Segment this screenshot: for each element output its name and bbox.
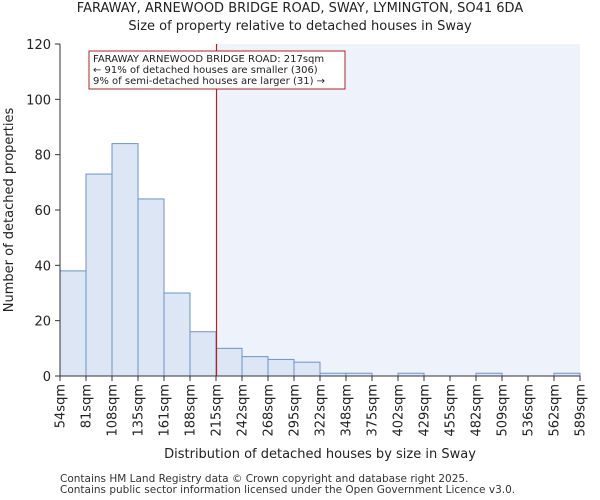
bar-215sqm — [215, 347, 243, 377]
x-tick-label: 402sqm — [392, 384, 407, 437]
x-tick-label: 482sqm — [470, 384, 485, 437]
x-tick-label: 268sqm — [262, 384, 277, 437]
annotation-box: FARAWAY ARNEWOOD BRIDGE ROAD: 217sqm ← 9… — [88, 50, 346, 90]
bar-81sqm — [85, 173, 113, 377]
annotation-line-3: 9% of semi-detached houses are larger (3… — [93, 76, 325, 87]
x-tick-label: 509sqm — [496, 384, 511, 437]
y-tick-label: 80 — [34, 149, 51, 164]
chart-subtitle: Size of property relative to detached ho… — [128, 19, 472, 34]
annotation-line-1: FARAWAY ARNEWOOD BRIDGE ROAD: 217sqm — [93, 54, 324, 65]
bar-242sqm — [241, 356, 269, 377]
y-tick-label: 40 — [34, 259, 51, 274]
bar-295sqm — [293, 361, 321, 377]
histogram-chart: 0 20 40 60 80 100 120 54sqm 81sqm 108sqm 135sqm 161… — [2, 38, 589, 462]
x-tick-label: 188sqm — [184, 384, 199, 437]
bar-135sqm — [137, 198, 165, 377]
footer-line-2: Contains public sector information licen… — [60, 484, 516, 496]
x-tick-label: 348sqm — [340, 384, 355, 437]
x-tick-label: 242sqm — [236, 384, 251, 437]
bar-268sqm — [267, 358, 295, 377]
y-tick-label: 0 — [43, 370, 51, 385]
chart-title: FARAWAY, ARNEWOOD BRIDGE ROAD, SWAY, LYM… — [76, 1, 524, 16]
x-tick-label: 322sqm — [314, 384, 329, 437]
x-tick-label: 562sqm — [548, 384, 563, 437]
footer-line-1: Contains HM Land Registry data © Crown c… — [60, 473, 469, 485]
x-tick-label: 81sqm — [80, 384, 95, 428]
bar-54sqm — [59, 270, 87, 377]
x-tick-label: 295sqm — [288, 384, 303, 437]
x-tick-label: 589sqm — [574, 384, 589, 437]
x-tick-label: 161sqm — [158, 384, 173, 437]
bar-108sqm — [111, 143, 139, 377]
y-axis-label: Number of detached properties — [2, 108, 17, 313]
x-tick-label: 135sqm — [132, 384, 147, 437]
y-tick-label: 60 — [34, 204, 51, 219]
y-tick-label: 20 — [34, 315, 51, 330]
x-tick-label: 215sqm — [210, 384, 225, 437]
x-tick-label: 455sqm — [444, 384, 459, 437]
x-axis-label: Distribution of detached houses by size … — [164, 447, 476, 462]
bar-188sqm — [189, 331, 217, 377]
highlight-region — [216, 44, 580, 376]
x-tick-label: 108sqm — [106, 384, 121, 437]
x-tick-label: 375sqm — [366, 384, 381, 437]
x-tick-label: 429sqm — [418, 384, 433, 437]
x-tick-label: 54sqm — [54, 384, 69, 428]
bar-161sqm — [163, 292, 191, 377]
annotation-line-2: ← 91% of detached houses are smaller (30… — [93, 65, 318, 76]
y-tick-label: 100 — [26, 93, 51, 108]
y-tick-label: 120 — [26, 38, 51, 53]
x-tick-label: 536sqm — [522, 384, 537, 437]
